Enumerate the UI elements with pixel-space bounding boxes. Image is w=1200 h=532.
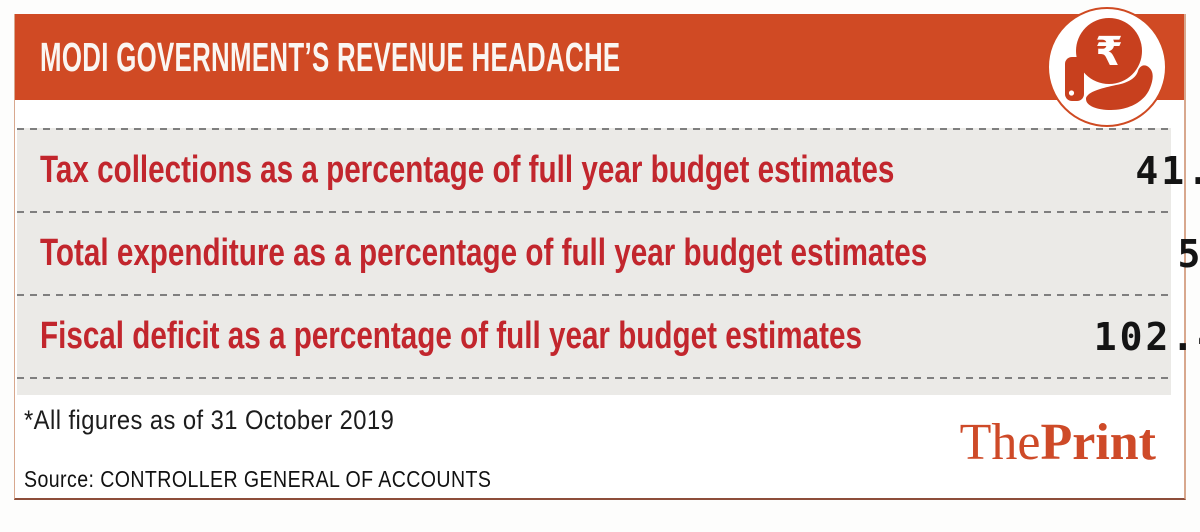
rupee-symbol: ₹ [1095, 29, 1123, 75]
divider-dashed [17, 294, 1171, 296]
source-attribution: Source: CONTROLLER GENERAL OF ACCOUNTS [24, 466, 492, 492]
divider-dashed [17, 211, 1171, 213]
page-title: MODI GOVERNMENT’S REVENUE HEADACHE [40, 34, 621, 80]
stat-label: Total expenditure as a percentage of ful… [40, 232, 928, 274]
stat-label: Fiscal deficit as a percentage of full y… [40, 315, 862, 357]
stats-panel: Tax collections as a percentage of full … [17, 128, 1200, 395]
divider-dashed [17, 377, 1171, 379]
theprint-logo: ThePrint [960, 414, 1156, 471]
stat-value: 41.4% [1135, 148, 1200, 193]
hand-holding-rupee-coin-icon: ₹ [1047, 7, 1167, 127]
stat-row-tax-collections: Tax collections as a percentage of full … [17, 130, 1200, 211]
stat-label: Tax collections as a percentage of full … [40, 149, 895, 191]
stat-row-fiscal-deficit: Fiscal deficit as a percentage of full y… [17, 296, 1200, 377]
theprint-logo-the: The [959, 414, 1041, 471]
header-bar: MODI GOVERNMENT’S REVENUE HEADACHE [15, 14, 1184, 100]
stat-row-total-expenditure: Total expenditure as a percentage of ful… [17, 213, 1200, 294]
rupee-badge-graphic: ₹ [1065, 18, 1153, 110]
theprint-logo-print: Print [1040, 414, 1156, 471]
stat-value: 59.4% [1177, 231, 1200, 276]
divider-dashed [17, 128, 1171, 130]
content-frame: MODI GOVERNMENT’S REVENUE HEADACHE ₹ Tax… [14, 7, 1200, 500]
footnote: *All figures as of 31 October 2019 [24, 405, 395, 435]
stat-value: 102.4% [1093, 314, 1200, 359]
